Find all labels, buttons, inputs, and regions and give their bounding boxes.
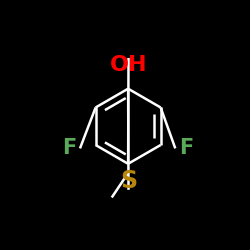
Text: F: F xyxy=(62,138,76,158)
Text: F: F xyxy=(179,138,193,158)
Text: S: S xyxy=(120,169,137,193)
Text: OH: OH xyxy=(110,55,147,75)
